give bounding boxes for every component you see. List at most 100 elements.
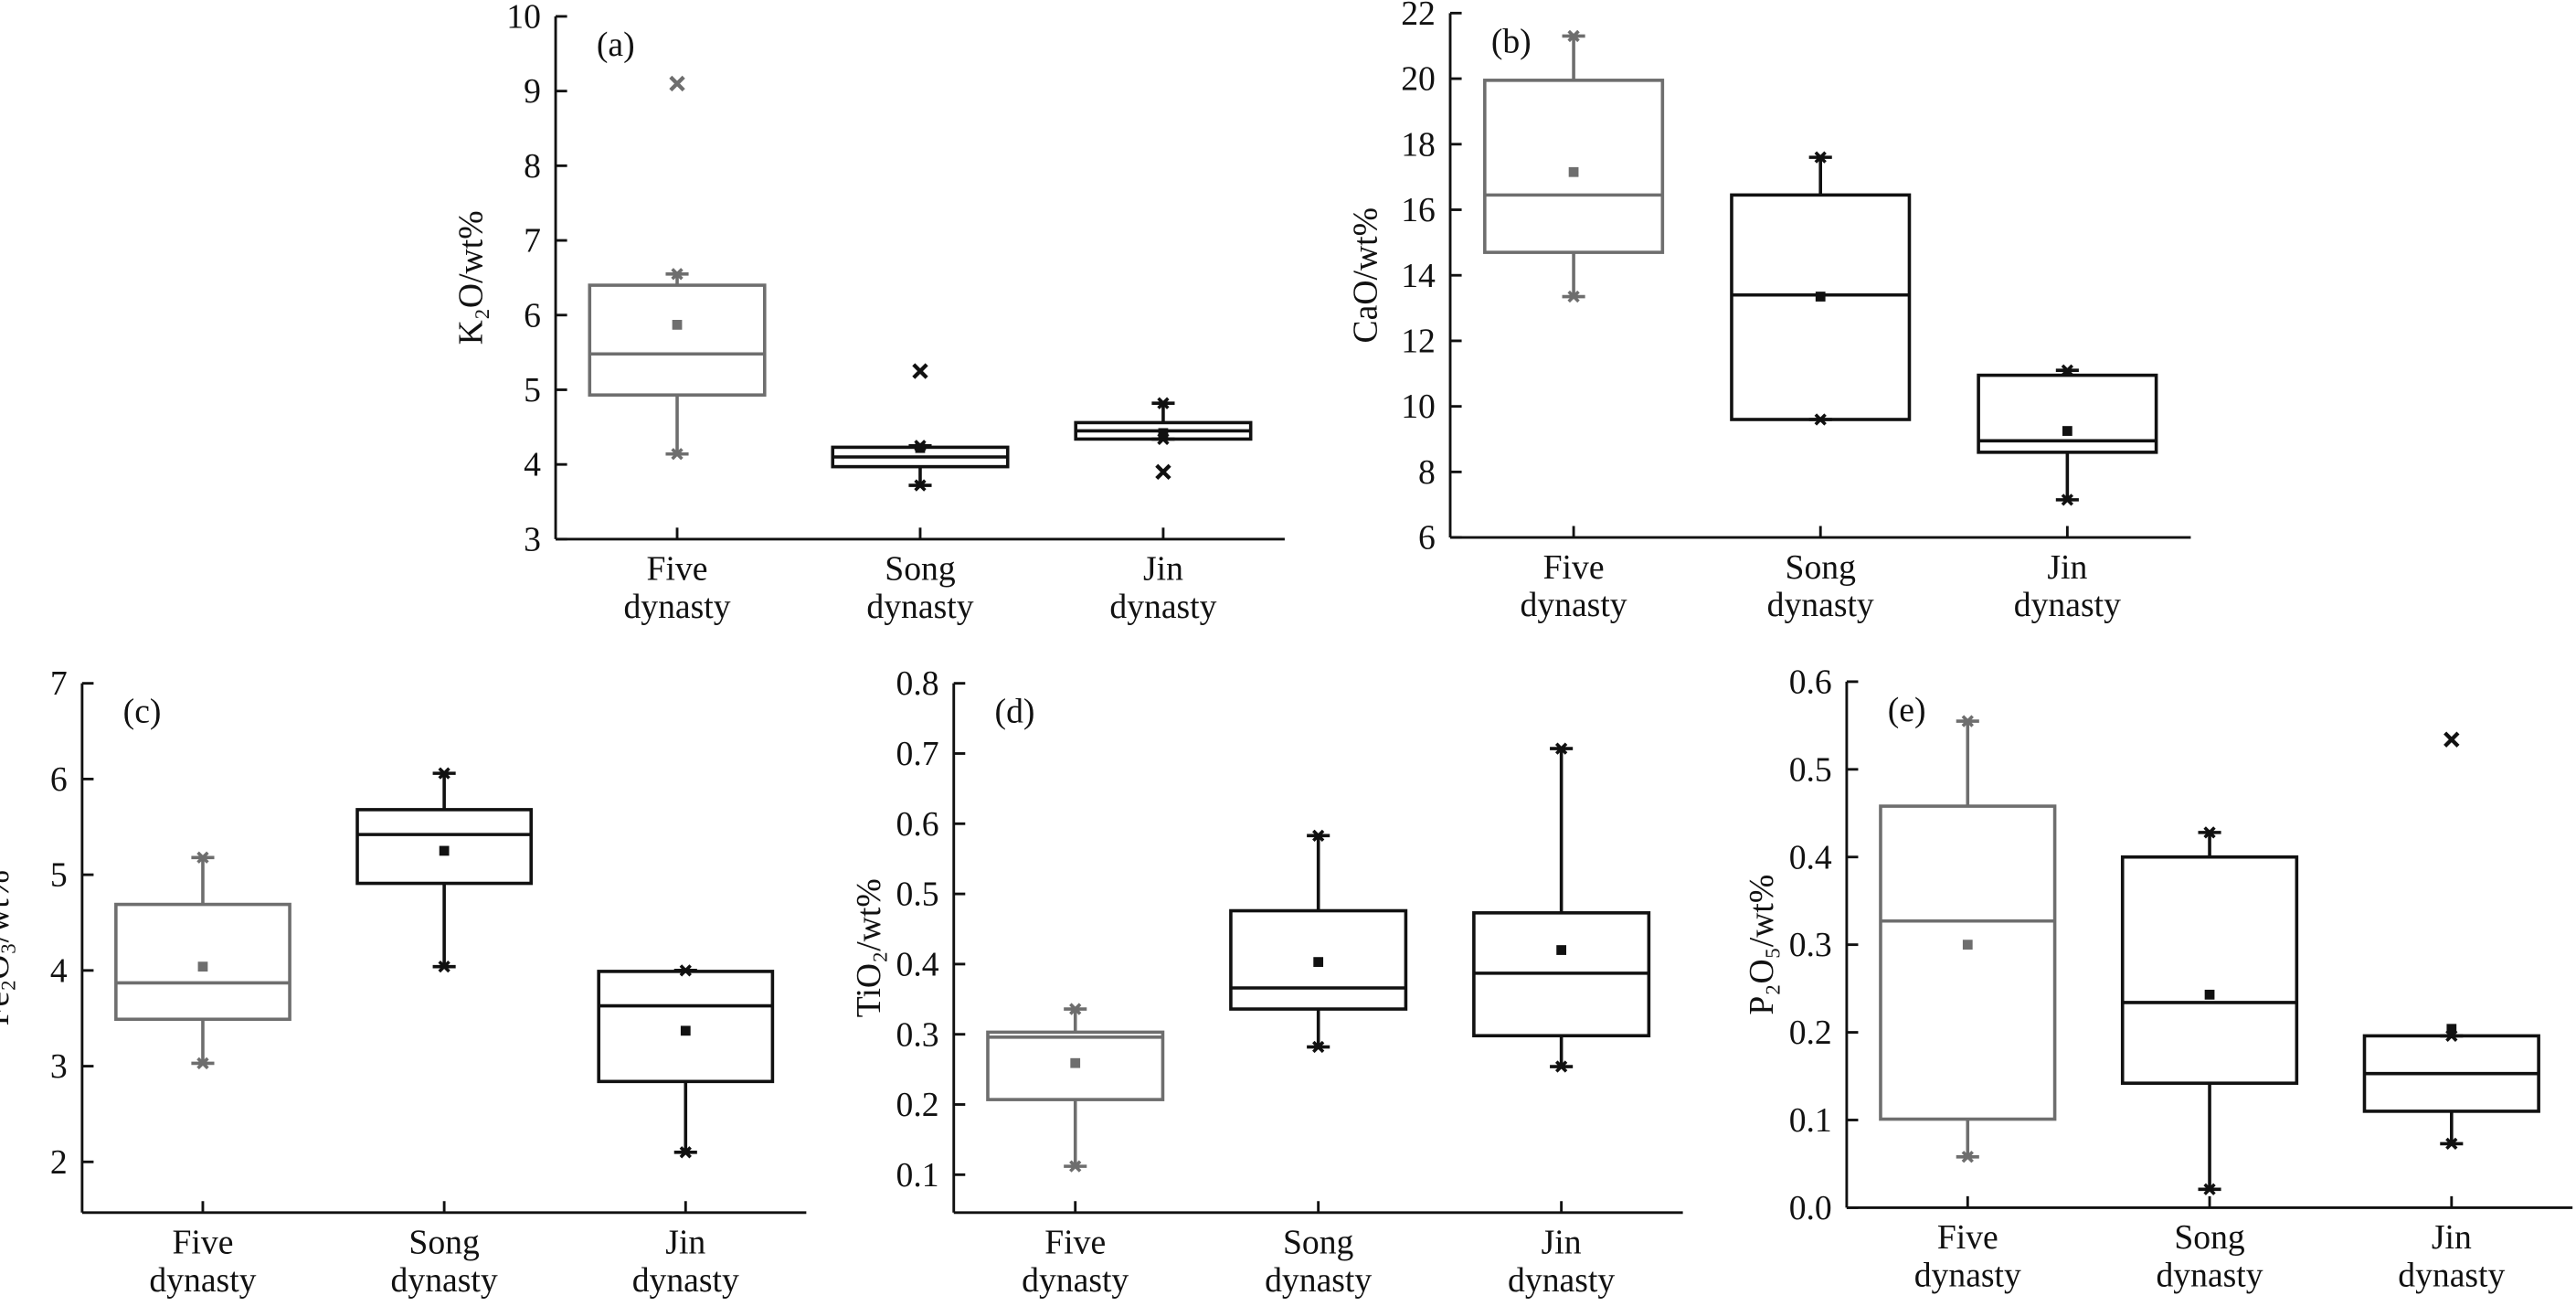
box [355, 808, 534, 886]
y-tick-label: 20 [1401, 60, 1436, 99]
whisker-cap [665, 448, 689, 461]
box [1730, 193, 1912, 421]
whisker-cap [2198, 1183, 2221, 1195]
box [1977, 373, 2158, 454]
y-tick-label: 10 [506, 0, 541, 36]
y-tick-label: 6 [1418, 519, 1436, 557]
y-axis-label: K₂O/wt% [451, 210, 490, 345]
panel-label: (c) [123, 693, 162, 731]
panel-label: (d) [995, 693, 1035, 731]
y-tick-label: 6 [524, 296, 541, 334]
y-tick-label: 0.8 [896, 664, 939, 703]
x-tick-label: Jin dynasty [2398, 1218, 2505, 1294]
panel-label: (a) [597, 26, 635, 64]
x-tick-label: Song dynasty [391, 1224, 498, 1300]
y-tick-label: 4 [524, 446, 541, 484]
outlier [669, 75, 685, 92]
y-tick-label: 5 [50, 856, 68, 895]
mean [1313, 957, 1324, 967]
mean [1158, 428, 1169, 439]
whisker-cap [1064, 1003, 1087, 1015]
mean [915, 442, 926, 453]
box [1483, 79, 1665, 254]
mean [1962, 940, 1973, 950]
box [986, 1030, 1165, 1101]
x-tick-label: Five dynasty [623, 550, 730, 626]
y-axis-label: Fe₂O₃/wt% [0, 870, 16, 1026]
outlier [2443, 731, 2460, 748]
whisker-cap [1956, 715, 1979, 727]
x-tick-label: Song dynasty [1265, 1224, 1372, 1300]
whisker-cap [1562, 290, 1585, 303]
x-tick-label: Five dynasty [1521, 548, 1627, 624]
outlier [1155, 463, 1171, 481]
y-tick-label: 0.2 [1789, 1014, 1832, 1052]
mean [2446, 1024, 2457, 1035]
whisker-cap [665, 268, 689, 281]
y-tick-label: 8 [524, 147, 541, 186]
panel-label: (b) [1491, 22, 1532, 60]
x-tick-label: Jin dynasty [632, 1224, 739, 1300]
mean [2204, 989, 2215, 1000]
x-tick-label: Jin dynasty [1109, 550, 1216, 626]
y-axis-label: CaO/wt% [1346, 207, 1384, 343]
whisker-cap [2198, 826, 2221, 839]
y-tick-label: 10 [1401, 388, 1436, 426]
y-tick-label: 4 [50, 951, 68, 990]
x-tick-label: Jin dynasty [2014, 548, 2121, 624]
mean [1070, 1057, 1081, 1068]
whisker-cap [1550, 742, 1574, 755]
whisker-cap [1550, 1060, 1574, 1073]
whisker-cap [191, 1056, 215, 1070]
y-tick-label: 0.4 [1789, 838, 1832, 876]
y-tick-label: 0.5 [896, 876, 939, 914]
x-tick-label: Song dynasty [866, 550, 973, 626]
y-axis-label: TiO₂/wt% [850, 878, 888, 1017]
whisker-cap [432, 961, 456, 973]
mean [1815, 292, 1826, 302]
x-tick-label: Five dynasty [1022, 1224, 1129, 1300]
y-tick-label: 0.6 [896, 805, 939, 844]
y-tick-label: 0.2 [896, 1086, 939, 1124]
y-tick-label: 7 [50, 664, 68, 703]
y-tick-label: 14 [1401, 257, 1436, 295]
box [588, 283, 767, 397]
whisker-cap [673, 1146, 697, 1159]
x-tick-label: Song dynasty [2156, 1218, 2263, 1294]
y-tick-label: 12 [1401, 322, 1436, 360]
y-tick-label: 22 [1401, 0, 1436, 33]
box [1229, 908, 1408, 1011]
box [2120, 855, 2299, 1086]
mean [1568, 166, 1579, 177]
y-tick-label: 0.3 [896, 1015, 939, 1054]
y-tick-label: 6 [50, 760, 68, 799]
y-tick-label: 9 [524, 72, 541, 111]
y-tick-label: 0.1 [896, 1156, 939, 1195]
y-tick-label: 3 [50, 1047, 68, 1086]
whisker-cap [2055, 494, 2079, 506]
y-tick-label: 18 [1401, 125, 1436, 164]
mean [1556, 945, 1567, 955]
box [597, 970, 775, 1084]
y-tick-label: 7 [524, 222, 541, 260]
whisker-cap [1956, 1151, 1979, 1163]
y-tick-label: 0.6 [1789, 663, 1832, 701]
whisker-cap [1151, 397, 1175, 409]
whisker-cap [1808, 151, 1832, 164]
y-tick-label: 0.5 [1789, 750, 1832, 789]
whisker-cap [1307, 1040, 1330, 1054]
y-tick-label: 0.4 [896, 945, 939, 983]
mean [439, 845, 450, 856]
whisker-cap [2440, 1137, 2464, 1151]
x-tick-label: Five dynasty [149, 1224, 256, 1300]
x-tick-label: Song dynasty [1767, 548, 1874, 624]
y-tick-label: 8 [1418, 453, 1436, 492]
box [1879, 804, 2057, 1121]
whisker-cap [908, 479, 932, 492]
x-tick-label: Jin dynasty [1508, 1224, 1615, 1300]
y-tick-label: 0.7 [896, 735, 939, 773]
whisker-cap [1307, 829, 1330, 842]
outlier [912, 363, 928, 379]
y-tick-label: 2 [50, 1143, 68, 1182]
